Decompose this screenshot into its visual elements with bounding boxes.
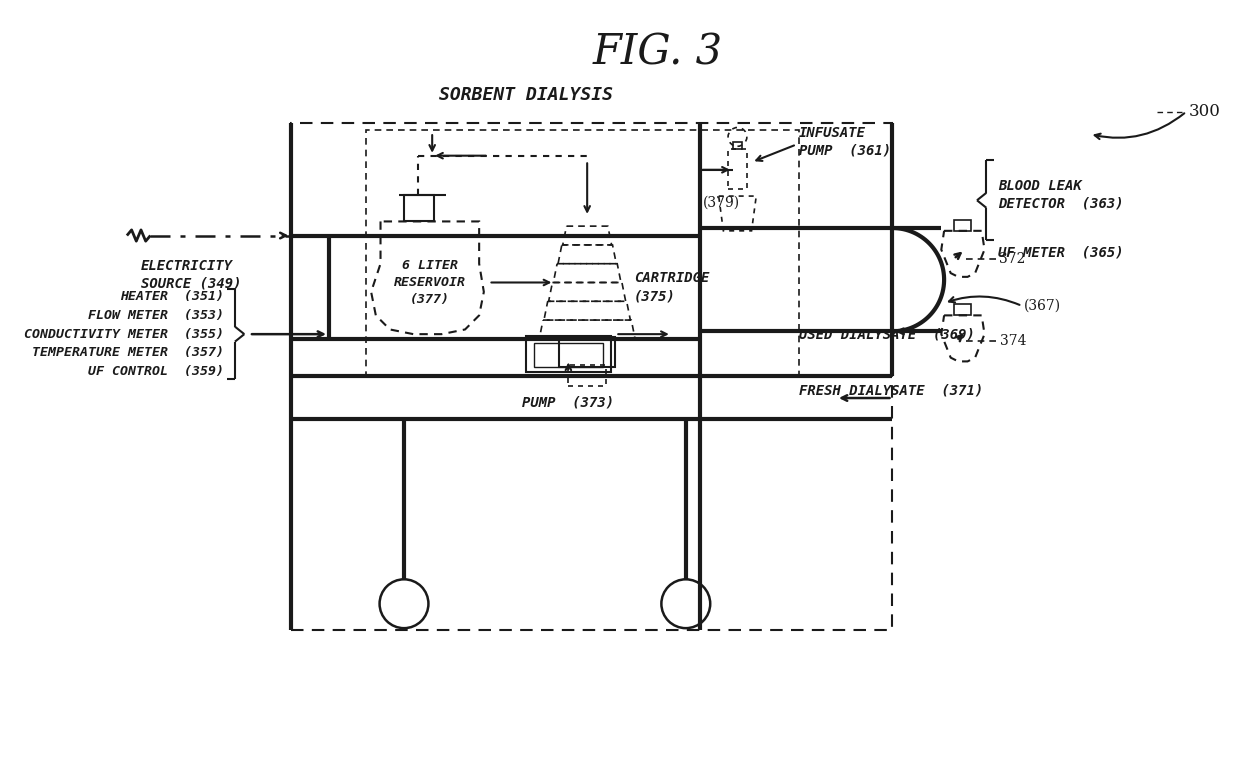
Text: 374: 374 xyxy=(999,334,1025,348)
FancyArrowPatch shape xyxy=(1095,113,1184,139)
Text: FLOW METER  (353): FLOW METER (353) xyxy=(88,309,223,322)
Text: (367): (367) xyxy=(1024,299,1061,313)
Text: UF CONTROL  (359): UF CONTROL (359) xyxy=(88,365,223,378)
Text: USED DIALYSATE  (369): USED DIALYSATE (369) xyxy=(799,327,975,341)
Text: BLOOD LEAK
DETECTOR  (363): BLOOD LEAK DETECTOR (363) xyxy=(998,179,1123,211)
Text: FIG. 3: FIG. 3 xyxy=(593,31,723,74)
FancyArrowPatch shape xyxy=(949,296,1019,305)
Text: 372: 372 xyxy=(998,252,1025,266)
Text: 6 LITER
RESERVOIR
(377): 6 LITER RESERVOIR (377) xyxy=(394,259,466,306)
Text: (379): (379) xyxy=(703,195,740,210)
Text: PUMP  (373): PUMP (373) xyxy=(522,395,615,409)
Text: CONDUCTIVITY METER  (355): CONDUCTIVITY METER (355) xyxy=(24,328,223,341)
Text: FRESH DIALYSATE  (371): FRESH DIALYSATE (371) xyxy=(799,384,983,398)
Text: INFUSATE
PUMP  (361): INFUSATE PUMP (361) xyxy=(799,126,890,157)
Text: CARTRIDGE
(375): CARTRIDGE (375) xyxy=(634,271,709,303)
Text: HEATER  (351): HEATER (351) xyxy=(119,290,223,303)
Text: TEMPERATURE METER  (357): TEMPERATURE METER (357) xyxy=(32,346,223,359)
Text: 300: 300 xyxy=(1188,103,1220,120)
Text: SORBENT DIALYSIS: SORBENT DIALYSIS xyxy=(439,86,613,103)
Text: UF METER  (365): UF METER (365) xyxy=(998,245,1123,260)
Text: ELECTRICITY
SOURCE (349): ELECTRICITY SOURCE (349) xyxy=(141,259,242,290)
